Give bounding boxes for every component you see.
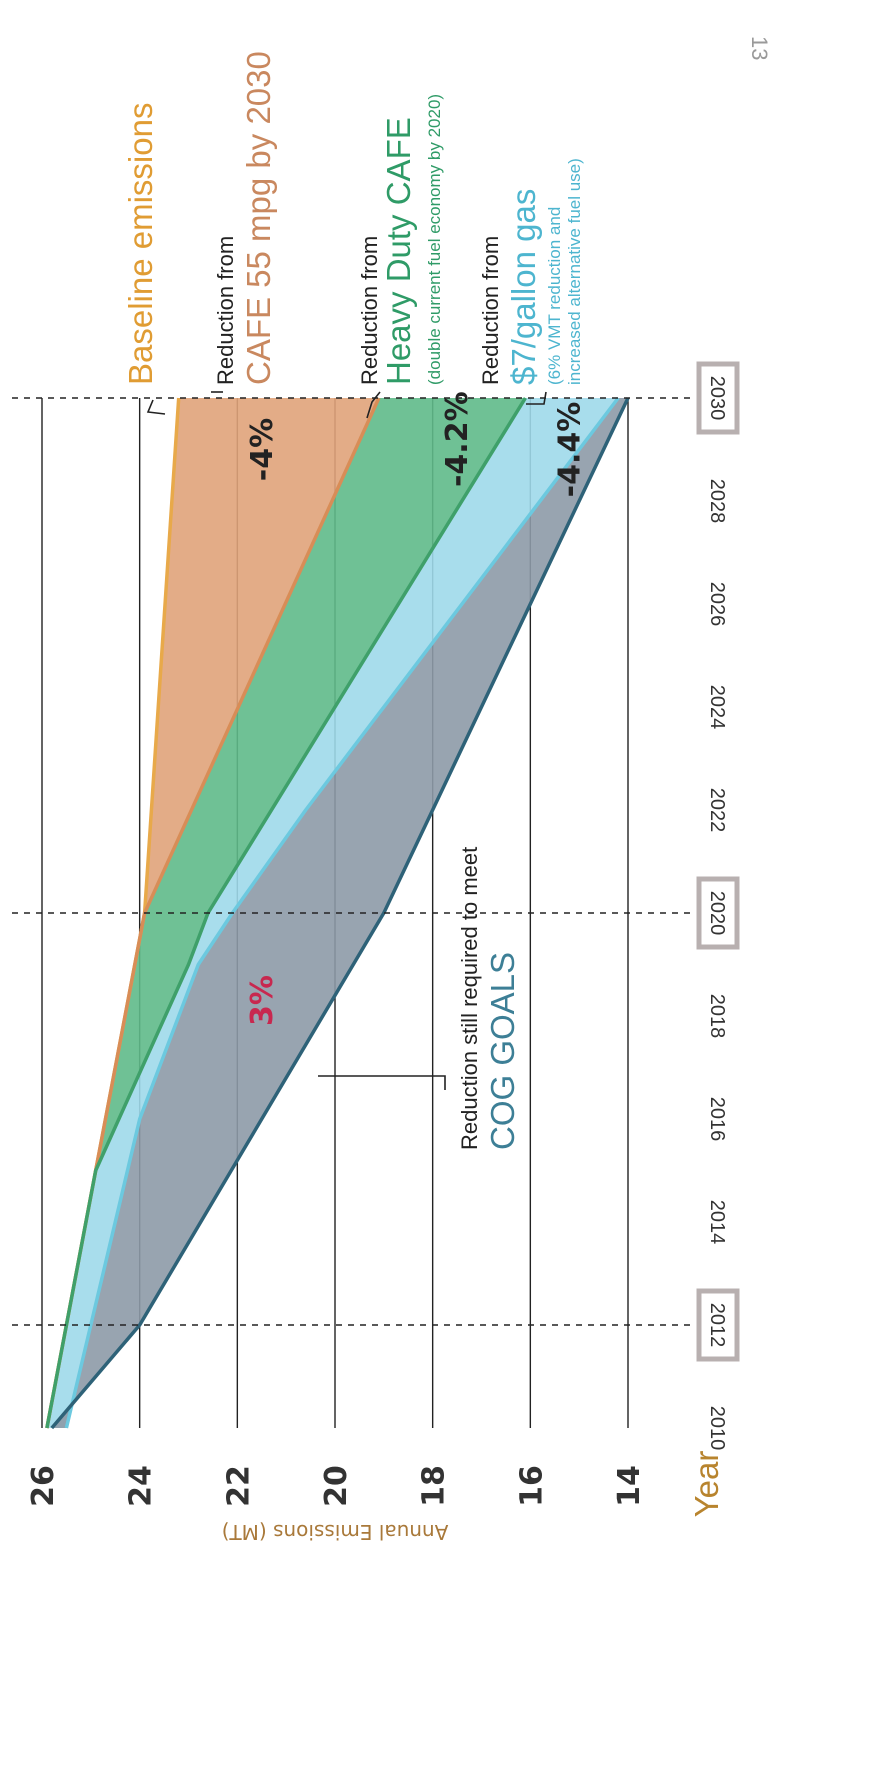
leader-gas: [526, 391, 547, 405]
y-tick-label: 22: [221, 1465, 256, 1507]
label-gas-note1: (6% VMT reduction and: [545, 207, 564, 385]
y-tick-label: 16: [514, 1465, 549, 1507]
x-axis-title: Year: [688, 1451, 725, 1518]
series-line-gas: [64, 396, 620, 1429]
x-tick-label: 2028: [706, 479, 728, 524]
guide-layer: [12, 361, 740, 1362]
leader-baseline: [146, 399, 166, 415]
y-tick-label: 26: [26, 1465, 61, 1507]
text-layer: 26 24 22 20 18 16 1420102012201420162018202020…: [26, 36, 772, 1544]
pct-annotation: -4.2%: [440, 391, 475, 487]
x-tick-label: 2010: [706, 1406, 728, 1451]
label-cog-prefix: Reduction still required to meet: [457, 847, 482, 1150]
pct-annotation: -4.4%: [552, 402, 587, 498]
band-baseline: [46, 398, 379, 1428]
x-tick-label: 2012: [706, 1303, 728, 1348]
x-tick-label: 2024: [706, 685, 728, 730]
leader-heavy: [366, 391, 381, 419]
series-line-cog: [50, 397, 630, 1430]
label-gas-title: $7/gallon gas: [505, 189, 542, 385]
x-tick-label: 2014: [706, 1200, 728, 1245]
x-tick-label: 2026: [706, 582, 728, 627]
label-cafe-prefix: Reduction from: [213, 236, 238, 385]
x-tick-label: 2022: [706, 788, 728, 833]
leader-cog: [318, 1075, 446, 1090]
x-tick-label: 2018: [706, 994, 728, 1039]
x-tick-label: 2016: [706, 1097, 728, 1142]
label-gas-prefix: Reduction from: [478, 236, 503, 385]
line-layer: [45, 396, 630, 1430]
year-highlight-box: [696, 1288, 740, 1362]
label-baseline-title: Baseline emissions: [122, 103, 159, 385]
label-heavy-title: Heavy Duty CAFE: [380, 117, 417, 385]
pct-annotation: 3%: [245, 975, 280, 1026]
page-number: 13: [747, 36, 772, 60]
y-tick-label: 24: [124, 1465, 159, 1507]
pct-annotation: -4%: [245, 418, 280, 481]
y-tick-label: 18: [417, 1465, 452, 1507]
x-tick-label: 2030: [706, 376, 728, 421]
y-axis-title: Annual Emissions (MT): [222, 1520, 449, 1544]
y-tick-label: 14: [612, 1465, 647, 1507]
label-heavy-note: (double current fuel economy by 2020): [425, 94, 444, 385]
label-heavy-prefix: Reduction from: [357, 236, 382, 385]
year-highlight-box: [696, 876, 740, 950]
label-cog-title: COG GOALS: [484, 952, 521, 1150]
y-tick-label: 20: [319, 1465, 354, 1507]
year-highlight-box: [696, 361, 740, 435]
label-gas-note2: increased alternative fuel use): [565, 158, 584, 385]
x-tick-label: 2020: [706, 891, 728, 936]
series-line-heavy_duty: [45, 397, 527, 1429]
label-cafe-title: CAFE 55 mpg by 2030: [240, 51, 277, 385]
